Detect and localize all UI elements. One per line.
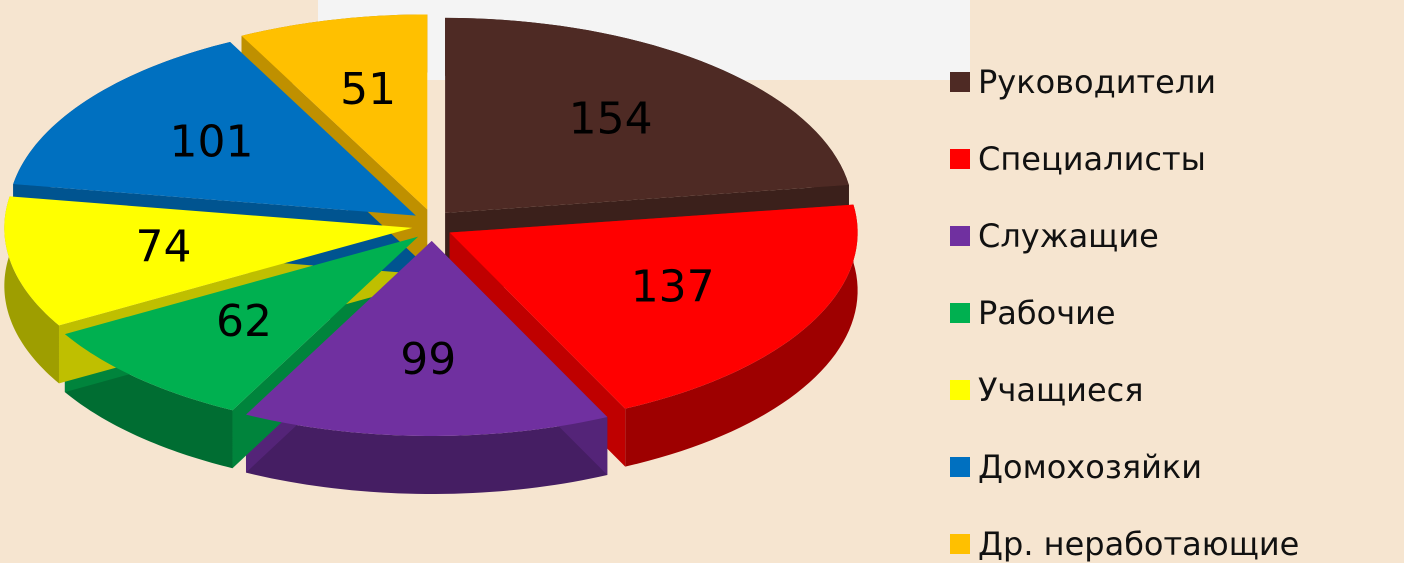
legend-swatch: [950, 226, 970, 246]
legend-label: Домохозяйки: [978, 448, 1202, 486]
data-label: 74: [135, 222, 191, 273]
pie-labels: 154 137 99 62 74 101 51: [135, 64, 714, 385]
legend-swatch: [950, 72, 970, 92]
slice: [4, 196, 413, 326]
slice: [245, 240, 608, 436]
data-label: 137: [631, 262, 715, 313]
legend-label: Служащие: [978, 217, 1159, 255]
legend-label: Учащиеся: [978, 371, 1143, 409]
slice-side: [625, 204, 858, 467]
data-label: 62: [216, 296, 272, 347]
legend-label: Рабочие: [978, 294, 1116, 332]
legend-swatch: [950, 380, 970, 400]
data-label: 99: [400, 334, 456, 385]
data-label: 51: [340, 64, 396, 115]
pie-tops: [4, 14, 858, 436]
legend-swatch: [950, 303, 970, 323]
data-label: 154: [569, 94, 653, 145]
slice: [241, 14, 428, 210]
legend-label: Руководители: [978, 63, 1216, 101]
data-label: 101: [169, 116, 253, 167]
slice-side: [4, 196, 59, 384]
slice: [64, 236, 419, 411]
legend-label: Специалисты: [978, 140, 1206, 178]
legend: Руководители Специалисты Служащие Рабочие Уч…: [950, 63, 1299, 563]
legend-swatch: [950, 149, 970, 169]
slice: [449, 204, 858, 409]
legend-label: Др. неработающие: [978, 525, 1299, 563]
slice-side: [245, 414, 608, 494]
legend-swatch: [950, 457, 970, 477]
slice: [445, 17, 849, 213]
legend-swatch: [950, 534, 970, 554]
slice: [13, 41, 416, 216]
